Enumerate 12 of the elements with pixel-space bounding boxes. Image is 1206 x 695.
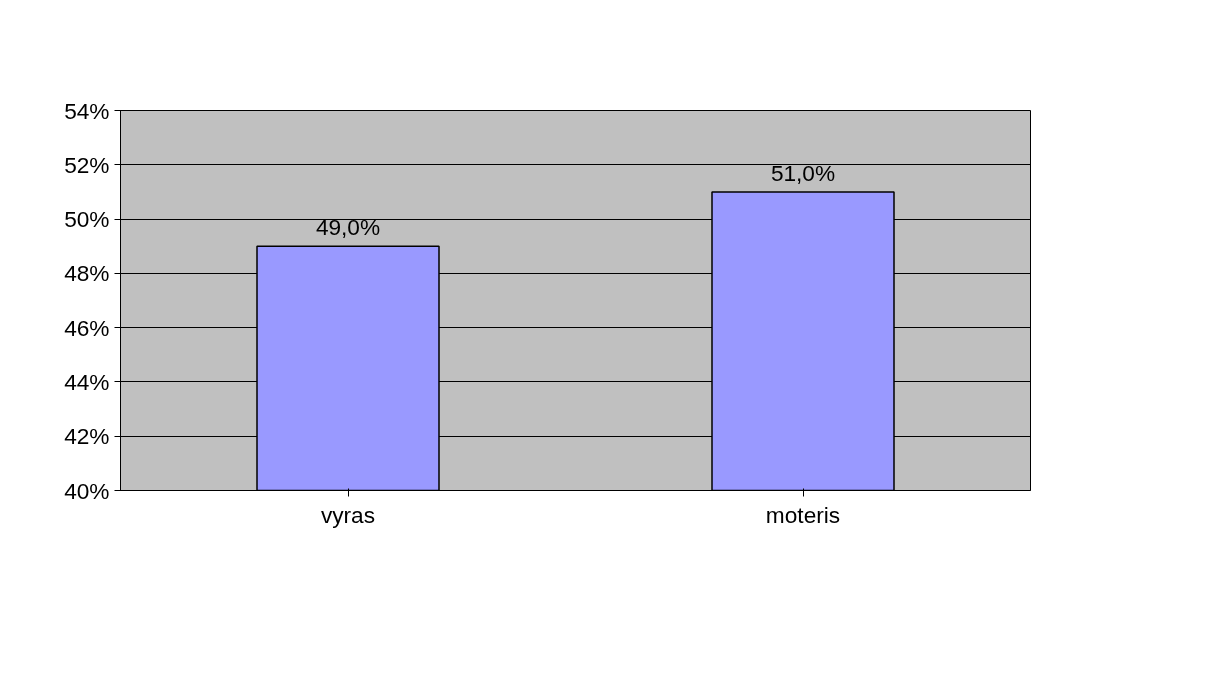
y-tick-label: 42% — [64, 423, 110, 450]
y-tick-label: 46% — [64, 314, 110, 341]
x-tick-label: moteris — [765, 501, 841, 528]
data-label: 51,0% — [770, 159, 836, 186]
y-tick-label: 48% — [64, 260, 110, 287]
data-label: 49,0% — [315, 214, 381, 241]
y-tick-label: 54% — [64, 97, 110, 124]
y-tick-label: 50% — [64, 206, 110, 233]
y-tick-label: 44% — [64, 368, 110, 395]
x-tick-label: vyras — [320, 501, 376, 528]
y-tick-label: 52% — [64, 151, 110, 178]
y-tick-label: 40% — [64, 477, 110, 504]
